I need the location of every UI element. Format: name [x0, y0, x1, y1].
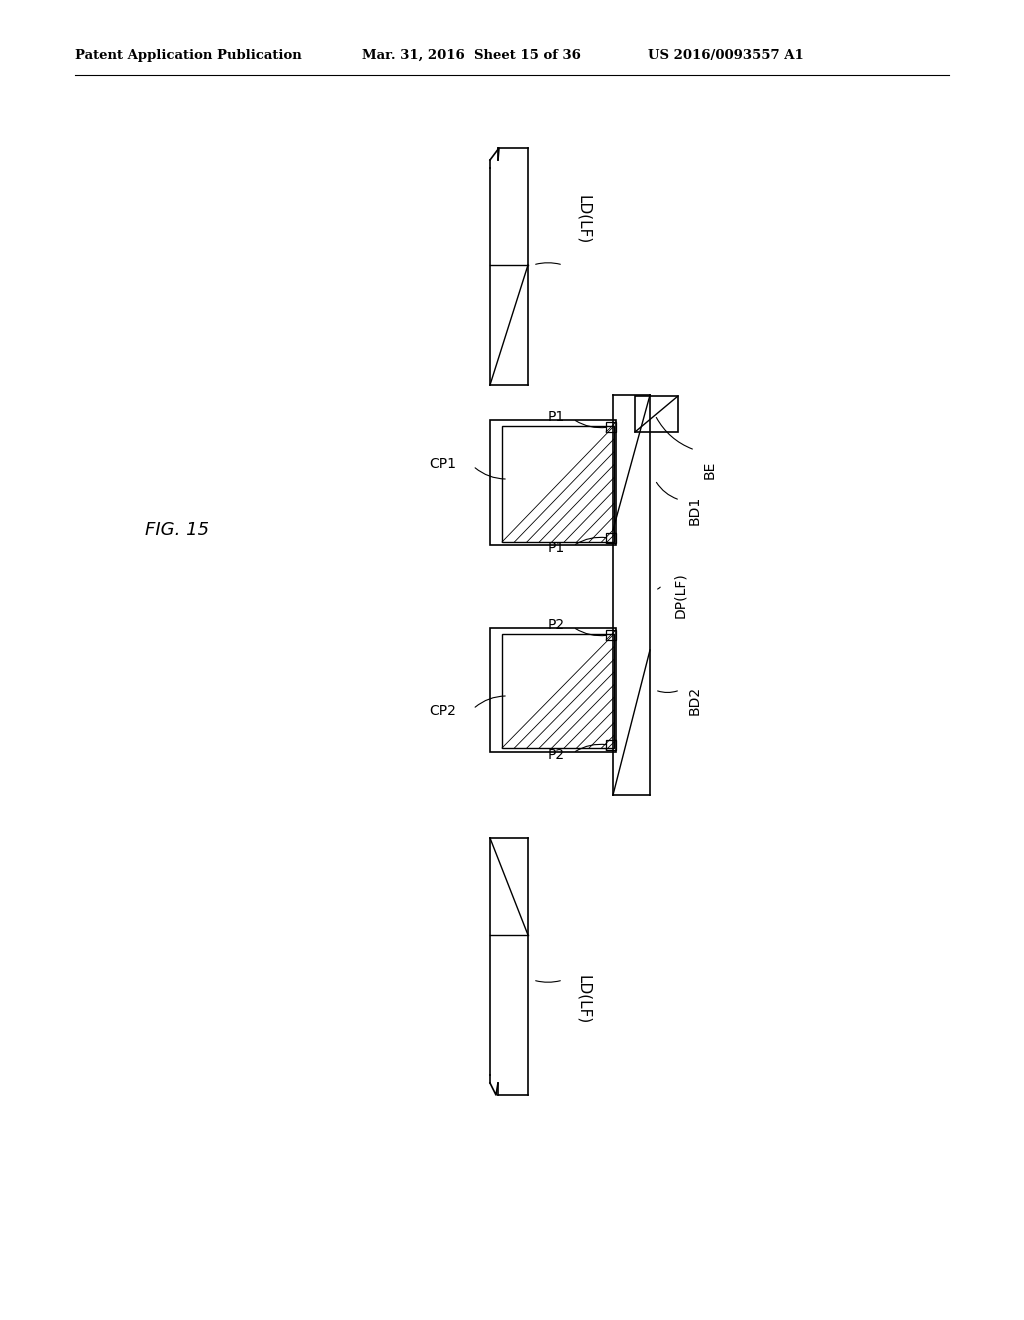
- Text: BD1: BD1: [688, 495, 702, 524]
- Text: FIG. 15: FIG. 15: [145, 521, 209, 539]
- Bar: [606, 533, 616, 543]
- Bar: [502, 426, 614, 543]
- Text: CP1: CP1: [429, 457, 457, 471]
- Text: P1: P1: [548, 541, 564, 554]
- Bar: [490, 420, 616, 545]
- Text: Patent Application Publication: Patent Application Publication: [75, 49, 302, 62]
- Bar: [606, 630, 616, 640]
- Text: US 2016/0093557 A1: US 2016/0093557 A1: [648, 49, 804, 62]
- Bar: [635, 396, 678, 432]
- Bar: [606, 422, 616, 432]
- Text: P1: P1: [548, 411, 564, 424]
- Bar: [502, 634, 614, 748]
- Text: P2: P2: [548, 618, 564, 632]
- Text: CP2: CP2: [429, 704, 457, 718]
- Text: LD(LF): LD(LF): [575, 975, 591, 1024]
- Bar: [490, 628, 616, 752]
- Text: LD(LF): LD(LF): [575, 195, 591, 244]
- Bar: [606, 741, 616, 750]
- Text: Mar. 31, 2016  Sheet 15 of 36: Mar. 31, 2016 Sheet 15 of 36: [362, 49, 581, 62]
- Text: DP(LF): DP(LF): [673, 572, 687, 618]
- Text: P2: P2: [548, 748, 564, 762]
- Text: BD2: BD2: [688, 685, 702, 714]
- Text: BE: BE: [703, 461, 717, 479]
